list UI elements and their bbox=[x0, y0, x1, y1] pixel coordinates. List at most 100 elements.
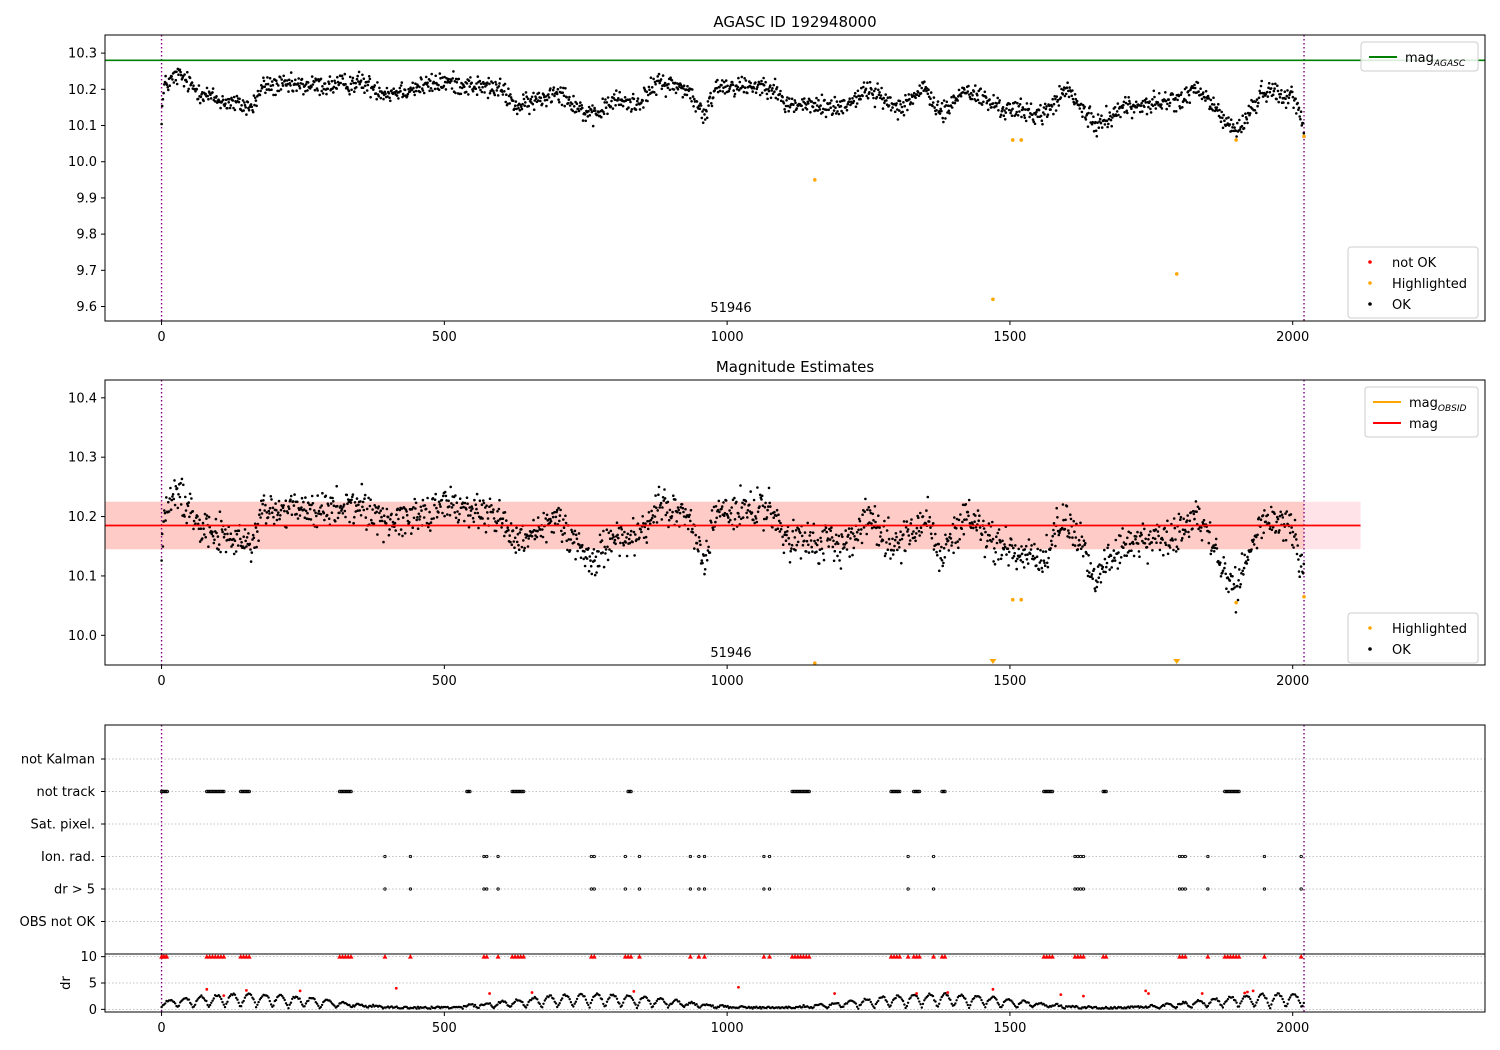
ok-point bbox=[1179, 518, 1182, 521]
ok-point bbox=[787, 536, 790, 540]
ok-point bbox=[452, 70, 455, 73]
ok-point bbox=[339, 504, 343, 508]
ok-point bbox=[541, 102, 544, 106]
ok-point bbox=[1207, 97, 1211, 100]
ok-point bbox=[220, 528, 224, 531]
ok-point bbox=[1065, 86, 1069, 89]
ok-point bbox=[674, 81, 677, 85]
ok-point bbox=[663, 84, 666, 88]
ok-point bbox=[1172, 548, 1175, 552]
ok-point bbox=[984, 96, 988, 99]
ok-point bbox=[763, 505, 767, 509]
ok-point bbox=[1233, 565, 1237, 569]
ok-point bbox=[430, 72, 434, 76]
ok-point bbox=[522, 539, 525, 542]
ok-point bbox=[501, 93, 505, 96]
ok-point bbox=[1034, 113, 1037, 116]
ok-point bbox=[465, 90, 468, 94]
ok-point bbox=[951, 101, 955, 104]
ok-point bbox=[996, 96, 999, 100]
ok-point bbox=[367, 75, 371, 78]
ok-point bbox=[1079, 521, 1082, 525]
flag-marker bbox=[1235, 789, 1240, 794]
ok-point bbox=[624, 996, 627, 999]
flag-marker bbox=[702, 854, 707, 859]
ok-point bbox=[441, 76, 444, 79]
ok-point bbox=[774, 96, 778, 100]
ok-point bbox=[228, 537, 232, 541]
ok-point bbox=[1039, 103, 1042, 107]
ok-point bbox=[282, 74, 286, 78]
ok-point bbox=[630, 996, 634, 1000]
ok-point bbox=[1134, 538, 1137, 541]
ok-point bbox=[906, 108, 909, 112]
ok-point bbox=[426, 496, 429, 500]
ok-point bbox=[282, 996, 285, 1000]
ok-point bbox=[675, 520, 678, 523]
ok-point bbox=[545, 513, 549, 517]
flag-marker bbox=[805, 789, 810, 794]
ok-point bbox=[985, 101, 989, 105]
ok-point bbox=[184, 495, 187, 499]
ok-point bbox=[935, 109, 938, 112]
ok-point bbox=[762, 529, 765, 532]
ok-point bbox=[213, 100, 217, 103]
ok-point bbox=[1003, 109, 1006, 112]
ok-point bbox=[270, 498, 273, 501]
ok-point bbox=[616, 533, 619, 537]
ok-point bbox=[164, 1002, 167, 1005]
y-tick-label: 10.2 bbox=[68, 510, 97, 525]
ok-point bbox=[567, 995, 570, 999]
ok-point bbox=[1137, 550, 1141, 553]
ok-point bbox=[851, 97, 854, 100]
ok-point bbox=[1189, 511, 1193, 514]
ok-point bbox=[567, 538, 571, 541]
ok-point bbox=[1217, 559, 1220, 563]
ok-point bbox=[840, 533, 843, 536]
ok-point bbox=[418, 85, 421, 89]
ok-point bbox=[174, 485, 178, 488]
ok-point bbox=[539, 96, 543, 100]
ok-point bbox=[760, 494, 764, 498]
not-ok-point bbox=[1144, 989, 1148, 993]
ok-point bbox=[1050, 105, 1054, 108]
ok-point bbox=[702, 108, 706, 111]
ok-point bbox=[465, 82, 469, 85]
ok-point bbox=[399, 89, 402, 93]
ok-point bbox=[201, 91, 204, 94]
ok-point bbox=[595, 571, 598, 574]
ok-point bbox=[844, 529, 847, 532]
ok-point bbox=[365, 507, 369, 511]
ok-point bbox=[709, 91, 712, 95]
ok-point bbox=[264, 503, 267, 507]
ok-point bbox=[178, 495, 182, 499]
ok-point bbox=[175, 82, 179, 86]
ok-point bbox=[233, 993, 237, 996]
flag-marker bbox=[1081, 854, 1086, 859]
ok-point bbox=[895, 535, 898, 539]
ok-point bbox=[1097, 126, 1101, 129]
ok-point bbox=[522, 97, 526, 101]
ok-point bbox=[365, 80, 368, 84]
ok-point bbox=[954, 541, 957, 545]
ok-point bbox=[382, 97, 385, 101]
ok-point bbox=[653, 91, 656, 94]
ok-point bbox=[359, 500, 362, 503]
ok-point bbox=[1225, 999, 1228, 1003]
ok-point bbox=[283, 509, 286, 513]
ok-point bbox=[621, 533, 624, 536]
ok-point bbox=[1031, 554, 1035, 558]
ok-point bbox=[584, 998, 588, 1001]
ok-point bbox=[244, 106, 247, 109]
ok-point bbox=[1242, 126, 1246, 130]
flag-marker bbox=[1049, 789, 1053, 794]
ok-point bbox=[257, 1000, 260, 1004]
ok-point bbox=[289, 1001, 293, 1004]
ok-point bbox=[658, 81, 661, 85]
ok-point bbox=[777, 519, 781, 523]
ok-point bbox=[741, 516, 745, 519]
ok-point bbox=[491, 510, 495, 514]
ok-point bbox=[528, 112, 531, 116]
ok-point bbox=[174, 78, 178, 82]
ok-point bbox=[1013, 551, 1016, 555]
